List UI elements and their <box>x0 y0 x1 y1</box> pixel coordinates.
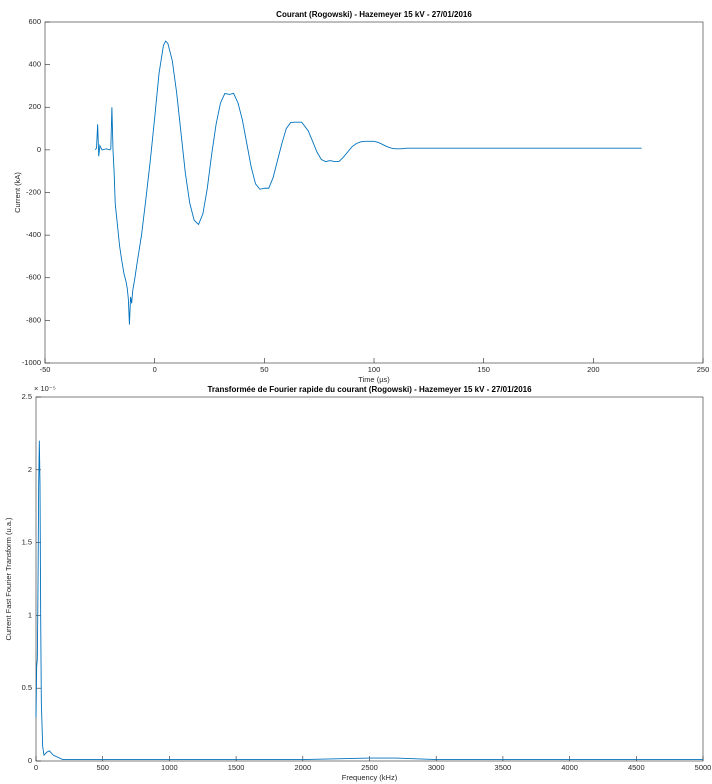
x-tick-label: 200 <box>587 365 600 374</box>
axes-box <box>35 396 704 762</box>
chart-title: Transformée de Fourier rapide du courant… <box>207 385 532 394</box>
y-tick-label: 0 <box>28 756 32 765</box>
x-tick-label: 0 <box>153 365 157 374</box>
x-tick-label: 0 <box>34 763 38 772</box>
data-line <box>95 40 642 325</box>
x-tick-label: 3000 <box>428 763 445 772</box>
y-tick-label: 1.5 <box>22 538 32 547</box>
x-tick-label: 2500 <box>361 763 378 772</box>
x-tick-label: 5000 <box>695 763 712 772</box>
y-tick-label: -200 <box>26 187 41 196</box>
x-tick-label: -50 <box>40 365 51 374</box>
chart-title: Courant (Rogowski) - Hazemeyer 15 kV - 2… <box>276 10 472 19</box>
y-tick-label: -600 <box>26 273 41 282</box>
x-axis-label: Frequency (kHz) <box>342 773 398 782</box>
y-tick-label: 0 <box>37 145 41 154</box>
axes-box <box>44 21 704 364</box>
x-tick-label: 250 <box>697 365 710 374</box>
y-tick-label: 200 <box>28 102 41 111</box>
y-tick-label: -800 <box>26 315 41 324</box>
x-tick-label: 4500 <box>628 763 645 772</box>
y-axis-label: Current Fast Fourier Transform (u.a.) <box>4 517 13 640</box>
data-line <box>35 440 703 760</box>
x-tick-label: 4000 <box>561 763 578 772</box>
x-tick-label: 3500 <box>495 763 512 772</box>
y-tick-label: 600 <box>28 17 41 26</box>
x-axis-label: Time (µs) <box>358 375 390 384</box>
y-axis-label: Current (kA) <box>13 172 22 213</box>
x-tick-label: 150 <box>477 365 490 374</box>
axis-exponent: × 10⁻⁵ <box>34 384 56 393</box>
y-tick-label: 400 <box>28 60 41 69</box>
x-tick-label: 100 <box>368 365 381 374</box>
x-tick-label: 50 <box>260 365 268 374</box>
x-tick-label: 2000 <box>294 763 311 772</box>
x-tick-label: 1000 <box>161 763 178 772</box>
y-tick-label: -400 <box>26 230 41 239</box>
y-tick-label: 0.5 <box>22 683 32 692</box>
x-tick-label: 1500 <box>228 763 245 772</box>
x-tick-label: 500 <box>96 763 109 772</box>
y-tick-label: 2.5 <box>22 392 32 401</box>
y-tick-label: -1000 <box>22 358 41 367</box>
y-tick-label: 2 <box>28 465 32 474</box>
y-tick-label: 1 <box>28 610 32 619</box>
